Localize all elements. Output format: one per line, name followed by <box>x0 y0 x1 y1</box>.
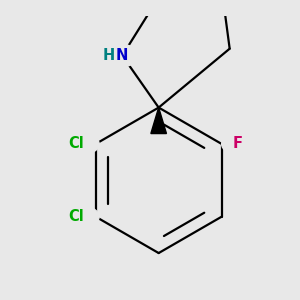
Ellipse shape <box>54 132 99 156</box>
Ellipse shape <box>54 205 99 229</box>
Ellipse shape <box>91 44 140 68</box>
Text: F: F <box>232 136 242 152</box>
Ellipse shape <box>222 134 253 154</box>
Polygon shape <box>151 108 167 134</box>
Text: Cl: Cl <box>69 209 85 224</box>
Text: N: N <box>116 48 128 63</box>
Text: Cl: Cl <box>69 136 85 152</box>
Text: H: H <box>103 48 116 63</box>
